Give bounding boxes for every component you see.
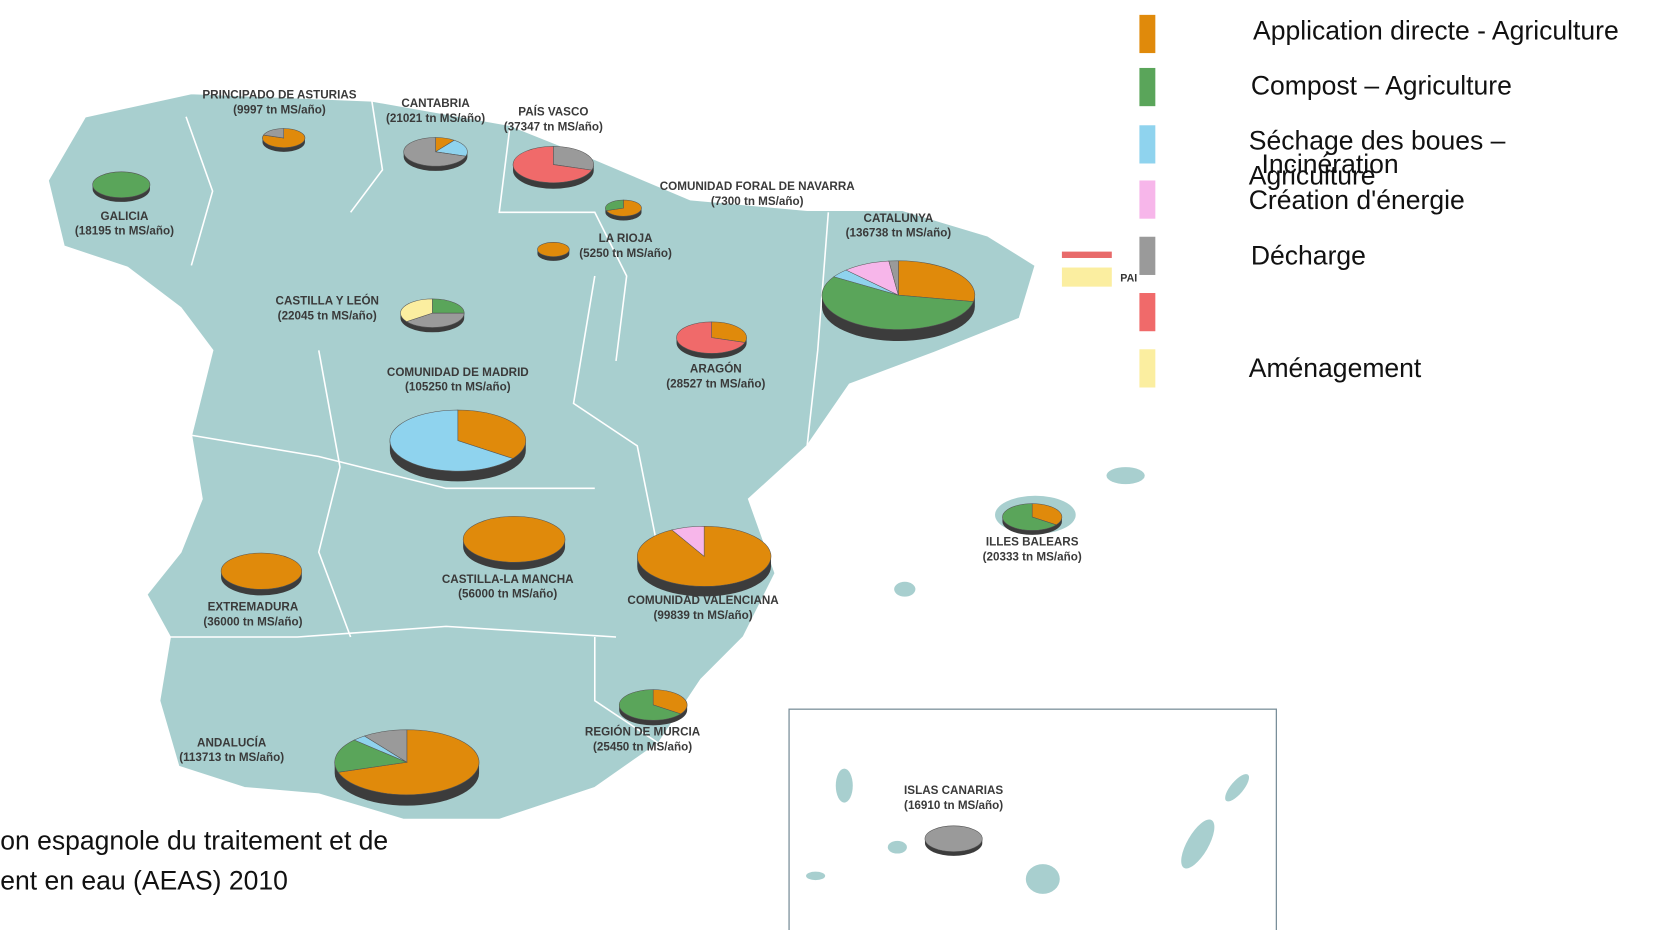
pie-slice	[512, 146, 593, 183]
stray-bar	[1061, 251, 1112, 258]
pie-slice	[92, 171, 151, 198]
region-name: CANTABRIA	[401, 97, 470, 110]
pie-slice	[888, 260, 899, 296]
pie-slice	[457, 409, 527, 459]
island	[806, 871, 826, 881]
pie-slice	[924, 825, 983, 852]
pie-slice	[220, 552, 303, 590]
island	[1225, 774, 1250, 802]
legend-label: Décharge	[1251, 240, 1366, 270]
pie-slice	[537, 242, 570, 257]
region-name: PRINCIPADO DE ASTURIAS	[202, 89, 356, 102]
pie-slice	[337, 729, 480, 796]
region-amount: (16910 tn MS/año)	[904, 799, 1003, 812]
region-amount: (21021 tn MS/año)	[386, 112, 485, 125]
pie-slice	[1031, 503, 1063, 526]
pie-slice	[263, 128, 284, 139]
island	[1106, 467, 1145, 485]
fragment: PAI	[1120, 272, 1137, 284]
legend-swatch	[1139, 180, 1156, 219]
legend-label: Incinération	[1261, 149, 1398, 179]
region-amount: (113713 tn MS/año)	[179, 751, 284, 764]
footer-line: on espagnole du traitement et de	[0, 825, 388, 855]
region-name: CATALUNYA	[864, 212, 934, 225]
pie-slice	[1002, 503, 1057, 531]
legend-label: Aménagement	[1249, 353, 1422, 383]
region-amount: (105250 tn MS/año)	[405, 381, 511, 394]
pie-slice	[462, 516, 566, 563]
legend-label: Agriculture	[1249, 161, 1376, 191]
pie-slice	[389, 409, 514, 472]
region-amount: (25450 tn MS/año)	[593, 741, 692, 754]
legend-swatch	[1139, 125, 1156, 164]
spain-mainland	[47, 92, 1037, 821]
pie-slice	[711, 321, 747, 343]
pie-slice	[405, 312, 465, 328]
legend-swatch	[1139, 14, 1156, 54]
region-name: COMUNIDAD VALENCIANA	[627, 594, 779, 607]
region-amount: (56000 tn MS/año)	[458, 588, 557, 601]
region-amount: (22045 tn MS/año)	[278, 310, 377, 323]
island	[894, 581, 916, 597]
region-name: CASTILLA-LA MANCHA	[442, 573, 574, 586]
island	[887, 840, 907, 854]
pie-slice	[432, 298, 465, 314]
region-name: GALICIA	[101, 210, 149, 223]
pie-slice	[334, 739, 408, 773]
region-amount: (7300 tn MS/año)	[711, 195, 804, 208]
region-name: CASTILLA Y LEÓN	[276, 295, 379, 308]
canarias-inset	[788, 708, 1277, 930]
region-amount: (5250 tn MS/año)	[579, 247, 672, 260]
pie-slice	[671, 525, 705, 557]
region-name: ILLES BALEARS	[986, 536, 1079, 549]
stray-bar	[1061, 267, 1112, 287]
island	[835, 768, 853, 803]
region-name: ARAGÓN	[690, 363, 742, 376]
pie-slice	[605, 199, 642, 217]
region-name: COMUNIDAD DE MADRID	[387, 366, 529, 379]
region-name: REGIÓN DE MURCIA	[585, 726, 701, 739]
region-amount: (36000 tn MS/año)	[203, 615, 302, 628]
island	[1181, 819, 1215, 869]
region-name: PAÍS VASCO	[518, 106, 588, 119]
region-amount: (99839 tn MS/año)	[654, 609, 753, 622]
pie-slice	[605, 199, 624, 211]
region-amount: (18195 tn MS/año)	[75, 225, 174, 238]
region-name: LA RIOJA	[599, 232, 654, 245]
region-borders	[170, 100, 830, 744]
region-name: ANDALUCÍA	[197, 736, 267, 749]
pie-slice	[434, 139, 468, 157]
region-amount: (136738 tn MS/año)	[846, 227, 952, 240]
pie-slice	[363, 729, 408, 763]
legend-swatch	[1139, 67, 1156, 107]
pie-slice	[676, 321, 746, 354]
pie-slice	[553, 146, 594, 171]
legend-swatch	[1139, 293, 1156, 332]
legend-label: Compost – Agriculture	[1251, 70, 1512, 100]
region-amount: (28527 tn MS/año)	[666, 378, 765, 391]
island	[1025, 864, 1060, 894]
pie-slice	[652, 689, 688, 715]
pie-slice	[821, 276, 974, 330]
region-name: COMUNIDAD FORAL DE NAVARRA	[660, 180, 855, 193]
pie-slice	[618, 689, 682, 721]
region-amount: (20333 tn MS/año)	[983, 551, 1082, 564]
pie-slice	[400, 298, 433, 322]
legend-label: Séchage des boues –	[1249, 126, 1506, 156]
pie-slice	[403, 137, 467, 167]
region-amount: (37347 tn MS/año)	[504, 121, 603, 134]
region-name: ISLAS CANARIAS	[904, 784, 1003, 797]
legend-swatch	[1139, 349, 1156, 388]
region-amount: (9997 tn MS/año)	[233, 104, 326, 117]
legend-swatch	[1139, 236, 1156, 275]
pie-slice	[898, 260, 976, 302]
footer-line: ent en eau (AEAS) 2010	[0, 866, 288, 896]
region-name: EXTREMADURA	[208, 600, 299, 613]
legend-label: Application directe - Agriculture	[1253, 15, 1619, 45]
legend-label: Création d'énergie	[1249, 185, 1465, 215]
